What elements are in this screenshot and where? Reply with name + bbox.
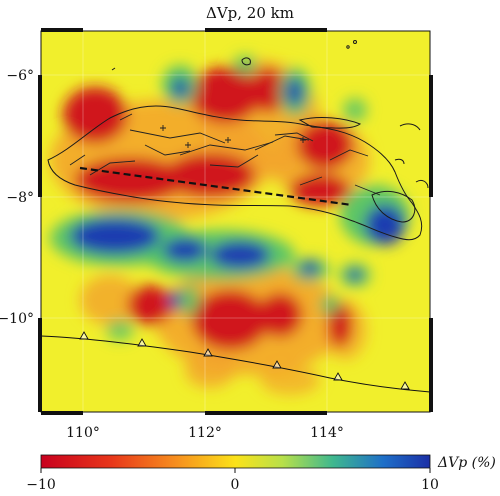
- x-axis-labels: 110° 112° 114°: [66, 425, 344, 441]
- map-frame: [38, 28, 433, 415]
- map-title: ΔVp, 20 km: [206, 4, 294, 22]
- y-tick-label: −6°: [6, 68, 34, 84]
- trench-line: [41, 331, 430, 393]
- colorbar-tick-label: −10: [26, 477, 56, 493]
- colorbar-gradient: [40, 454, 431, 469]
- velocity-anomaly-field: [41, 31, 430, 412]
- graticule: [41, 31, 430, 412]
- trench-triangle-marker: [333, 372, 343, 381]
- trench-triangle-marker: [137, 338, 147, 347]
- x-tick-label: 114°: [310, 425, 344, 441]
- trench-triangle-marker: [400, 381, 410, 390]
- y-tick-label: −10°: [0, 311, 34, 327]
- colorbar-tick-label: 0: [231, 477, 240, 493]
- colorbar-tick-label: 10: [421, 477, 439, 493]
- coastlines: [47, 40, 429, 241]
- y-axis-labels: −6° −8° −10°: [0, 68, 34, 327]
- dashed-lineament: [79, 166, 353, 207]
- colorbar-label: ΔVp (%): [437, 455, 496, 471]
- x-tick-label: 112°: [188, 425, 222, 441]
- trench-triangle-marker: [272, 360, 282, 369]
- trench-triangle-marker: [79, 331, 89, 340]
- x-tick-label: 110°: [66, 425, 100, 441]
- colorbar: −10 0 10 ΔVp (%): [26, 454, 496, 493]
- y-tick-label: −8°: [6, 190, 34, 206]
- trench-triangle-marker: [203, 348, 213, 357]
